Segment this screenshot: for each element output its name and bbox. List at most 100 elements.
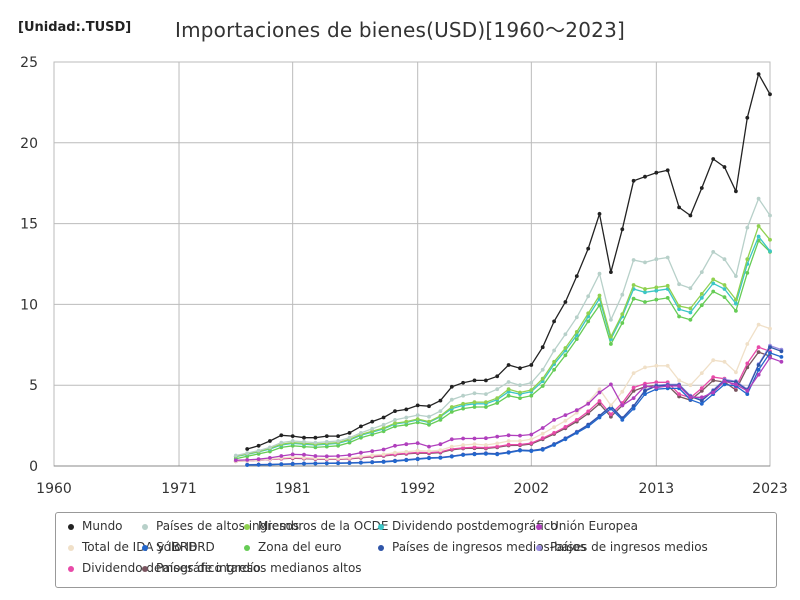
legend-swatch (138, 544, 152, 552)
data-point (484, 436, 488, 441)
data-point (745, 257, 750, 262)
data-point (540, 426, 545, 430)
data-point (461, 446, 465, 450)
data-point (347, 435, 352, 440)
legend-swatch (64, 523, 78, 531)
data-point (756, 367, 761, 372)
legend-label: Sólo IBRD (156, 540, 215, 554)
data-point (279, 462, 284, 467)
legend-item: Países de ingresos medianos altos (138, 561, 362, 575)
data-point (540, 345, 545, 350)
x-tick-label: 1971 (161, 481, 197, 497)
data-point (438, 418, 443, 422)
data-point (290, 455, 295, 459)
data-point (427, 444, 431, 449)
data-point (734, 309, 738, 313)
data-point (415, 457, 420, 462)
data-point (643, 389, 647, 393)
data-point (256, 443, 261, 448)
legend-item: Mundo (64, 519, 123, 533)
data-point (518, 383, 522, 388)
data-point (506, 380, 511, 384)
data-point (461, 401, 465, 406)
data-point (734, 301, 738, 306)
data-point (563, 418, 568, 423)
data-point (518, 390, 522, 395)
data-point (563, 353, 568, 358)
data-point (722, 287, 727, 291)
data-point (756, 72, 761, 76)
data-point (393, 443, 397, 448)
data-point (779, 349, 784, 354)
data-point (597, 212, 602, 216)
data-point (552, 431, 556, 435)
y-tick-label: 15 (20, 217, 38, 233)
data-point (336, 456, 340, 461)
data-point (302, 452, 306, 457)
data-point (631, 283, 636, 287)
data-point (745, 225, 750, 230)
series-line (235, 197, 771, 457)
data-point (631, 385, 636, 390)
data-point (336, 439, 340, 443)
legend-label: Países de ingresos medianos altos (156, 561, 362, 575)
data-point (722, 379, 727, 384)
data-point (586, 311, 591, 316)
plot-frame (53, 61, 771, 467)
data-point (665, 283, 670, 288)
data-point (563, 437, 568, 442)
x-tick-label: 2002 (514, 481, 550, 497)
data-point (597, 293, 602, 298)
data-point (654, 285, 659, 290)
legend-item: Dividendo postdemográfico (374, 519, 558, 533)
series-line (235, 323, 771, 462)
data-point (449, 444, 454, 449)
data-point (495, 452, 500, 457)
data-point (381, 460, 386, 464)
data-point (438, 409, 443, 413)
data-point (484, 392, 488, 396)
data-point (756, 345, 761, 350)
data-point (552, 319, 556, 324)
legend-label: Dividendo demográfico tardío (82, 561, 261, 575)
data-point (609, 334, 613, 339)
data-point (597, 390, 602, 395)
data-point (620, 227, 625, 232)
data-point (643, 392, 647, 396)
data-point (518, 433, 522, 438)
data-point (665, 363, 670, 368)
data-point (233, 453, 238, 458)
data-point (529, 432, 534, 437)
data-point (597, 271, 602, 276)
data-point (461, 453, 465, 457)
data-point (461, 436, 465, 441)
data-point (381, 426, 386, 430)
data-point (574, 274, 579, 278)
legend-label: Miembros de la OCDE (258, 519, 389, 533)
legend-item: Países de ingresos medios-bajos (374, 540, 586, 554)
data-point (756, 322, 761, 327)
data-point (688, 310, 693, 315)
data-point (722, 283, 727, 287)
data-point (347, 431, 352, 435)
data-point (268, 439, 272, 443)
data-point (586, 246, 591, 251)
data-point (643, 384, 647, 388)
data-point (688, 306, 693, 311)
series-line (235, 224, 771, 457)
data-point (302, 461, 306, 466)
data-point (552, 359, 556, 364)
data-point (347, 461, 352, 465)
data-point (461, 380, 465, 385)
data-point (484, 445, 488, 450)
data-point (518, 448, 522, 453)
data-point (472, 452, 477, 457)
data-point (415, 417, 420, 421)
data-point (506, 442, 511, 447)
axes: 0 5 10 15 20 25 1960 1971 1981 1992 2002 2013 2023 (20, 55, 788, 497)
data-point (620, 292, 625, 297)
legend-swatch (64, 544, 78, 552)
unit-label: [Unidad:.TUSD] (18, 20, 132, 35)
data-point (688, 383, 693, 388)
data-point (404, 407, 409, 412)
